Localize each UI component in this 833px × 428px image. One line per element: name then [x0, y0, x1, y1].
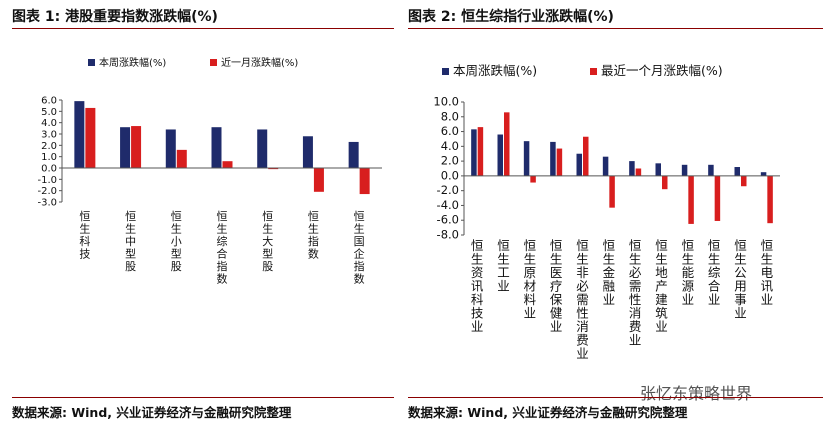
right-category-label-2: 恒生工业 — [497, 238, 510, 294]
left-category-label-3: 恒生小型股 — [171, 210, 182, 273]
left-bar-2-6 — [313, 168, 324, 192]
right-category-label-3: 恒生原材料业 — [524, 238, 537, 321]
left-chart-title: 图表 1: 港股重要指数涨跌幅(%) — [12, 9, 218, 25]
left-y-tick-label: 2.0 — [41, 141, 57, 152]
right-y-tick-label: -6.0 — [437, 213, 459, 227]
right-y-tick-label: 8.0 — [441, 109, 459, 123]
right-bar-1-2 — [497, 134, 503, 176]
right-category-label-8: 恒生地产建筑业 — [655, 238, 668, 334]
watermark-text: 张忆东策略世界 — [640, 384, 753, 403]
right-y-tick-label: 4.0 — [441, 139, 459, 153]
left-y-tick-label: 3.0 — [41, 130, 57, 141]
right-legend-label-1: 本周涨跌幅(%) — [453, 63, 537, 78]
left-bar-1-2 — [120, 127, 131, 168]
left-bar-1-1 — [74, 101, 85, 168]
right-bar-2-5 — [583, 136, 589, 176]
left-category-label-1: 恒生科技 — [79, 210, 90, 261]
left-legend-label-2: 近一月涨跌幅(%) — [221, 56, 298, 69]
left-category-label-6: 恒生指数 — [308, 210, 319, 261]
left-bar-1-3 — [165, 129, 176, 168]
right-legend-swatch-2 — [590, 68, 597, 75]
right-bar-2-2 — [504, 112, 510, 176]
right-bar-2-4 — [556, 148, 563, 176]
left-bar-2-7 — [359, 168, 370, 195]
right-chart: 本周涨跌幅(%) 最近一个月涨跌幅(%) -8.0-6.0-4.0-2.00.02.… — [433, 63, 780, 361]
left-bar-1-7 — [348, 141, 359, 168]
right-bar-1-3 — [523, 141, 530, 176]
left-bar-2-2 — [131, 126, 142, 168]
left-category-label-7: 恒生国企指数 — [354, 210, 365, 286]
right-legend-swatch-1 — [442, 68, 449, 75]
right-bar-2-11 — [741, 175, 747, 187]
left-legend-swatch-2 — [210, 59, 217, 66]
left-title-rule — [12, 28, 394, 29]
right-category-label-9: 恒生能源业 — [682, 238, 695, 307]
right-source-note: 数据来源: Wind, 兴业证券经济与金融研究院整理 — [408, 405, 688, 420]
right-title-rule — [408, 28, 823, 29]
right-category-label-1: 恒生资讯科技业 — [471, 238, 484, 334]
left-chart: 本周涨跌幅(%) 近一月涨跌幅(%) -3.0-2.0-1.00.01.02.03.… — [37, 56, 382, 286]
right-category-label-6: 恒生金融业 — [603, 238, 616, 307]
right-bar-2-12 — [767, 175, 773, 224]
left-y-tick-label: -1.0 — [37, 175, 57, 186]
left-y-tick-label: 0.0 — [41, 164, 57, 175]
right-category-label-4: 恒生医疗保健业 — [550, 238, 563, 334]
left-legend-swatch-1 — [88, 59, 95, 66]
left-bar-2-5 — [268, 168, 279, 170]
left-bar-2-4 — [222, 161, 233, 168]
right-y-tick-label: -8.0 — [437, 228, 459, 242]
left-bar-1-4 — [211, 127, 222, 168]
right-bar-1-8 — [655, 163, 661, 176]
left-y-tick-label: 5.0 — [41, 107, 57, 118]
right-category-label-5: 恒生非必需性消费业 — [576, 238, 589, 361]
left-bar-1-6 — [302, 136, 313, 168]
right-bar-1-1 — [471, 129, 477, 176]
right-bar-2-7 — [635, 168, 642, 176]
right-y-tick-label: 0.0 — [441, 168, 459, 182]
left-category-label-5: 恒生大型股 — [262, 210, 273, 273]
right-bar-1-5 — [576, 153, 582, 176]
right-bar-2-8 — [662, 175, 668, 190]
right-bar-2-1 — [477, 127, 484, 176]
left-bar-2-1 — [85, 107, 96, 168]
left-category-label-4: 恒生综合指数 — [217, 210, 228, 286]
left-legend-label-1: 本周涨跌幅(%) — [99, 56, 166, 69]
left-bar-1-5 — [257, 129, 268, 168]
right-category-label-11: 恒生公用事业 — [734, 238, 747, 321]
right-y-tick-label: 10.0 — [433, 95, 459, 109]
right-bar-2-3 — [530, 175, 536, 183]
right-bar-2-6 — [609, 175, 615, 208]
left-source-note: 数据来源: Wind, 兴业证券经济与金融研究院整理 — [12, 405, 292, 420]
left-bar-2-3 — [176, 149, 187, 168]
right-legend-label-2: 最近一个月涨跌幅(%) — [601, 63, 723, 78]
left-y-tick-label: -2.0 — [37, 186, 57, 197]
right-y-tick-label: 6.0 — [441, 124, 459, 138]
left-y-tick-label: 6.0 — [41, 96, 57, 107]
right-y-tick-label: -4.0 — [437, 198, 459, 212]
left-y-tick-label: 1.0 — [41, 152, 57, 163]
right-chart-title: 图表 2: 恒生综指行业涨跌幅(%) — [408, 9, 614, 25]
right-bar-1-6 — [602, 156, 609, 176]
left-source-rule — [12, 397, 394, 398]
right-bar-1-7 — [629, 161, 635, 176]
left-category-label-2: 恒生中型股 — [125, 210, 136, 273]
right-category-label-12: 恒生电讯业 — [761, 238, 774, 307]
right-bar-1-4 — [550, 141, 556, 176]
right-bar-1-12 — [760, 172, 767, 176]
right-category-label-10: 恒生综合业 — [708, 238, 721, 307]
right-bar-1-11 — [734, 167, 740, 176]
right-y-tick-label: 2.0 — [441, 154, 459, 168]
right-y-tick-label: -2.0 — [437, 183, 459, 197]
right-bar-1-10 — [708, 164, 714, 176]
left-y-tick-label: 4.0 — [41, 118, 57, 129]
right-bar-2-10 — [714, 175, 721, 221]
right-source-rule — [408, 397, 823, 398]
right-category-label-7: 恒生必需性消费业 — [629, 238, 642, 348]
right-bar-2-9 — [688, 175, 694, 224]
right-bar-1-9 — [681, 164, 688, 176]
left-y-tick-label: -3.0 — [37, 198, 57, 209]
